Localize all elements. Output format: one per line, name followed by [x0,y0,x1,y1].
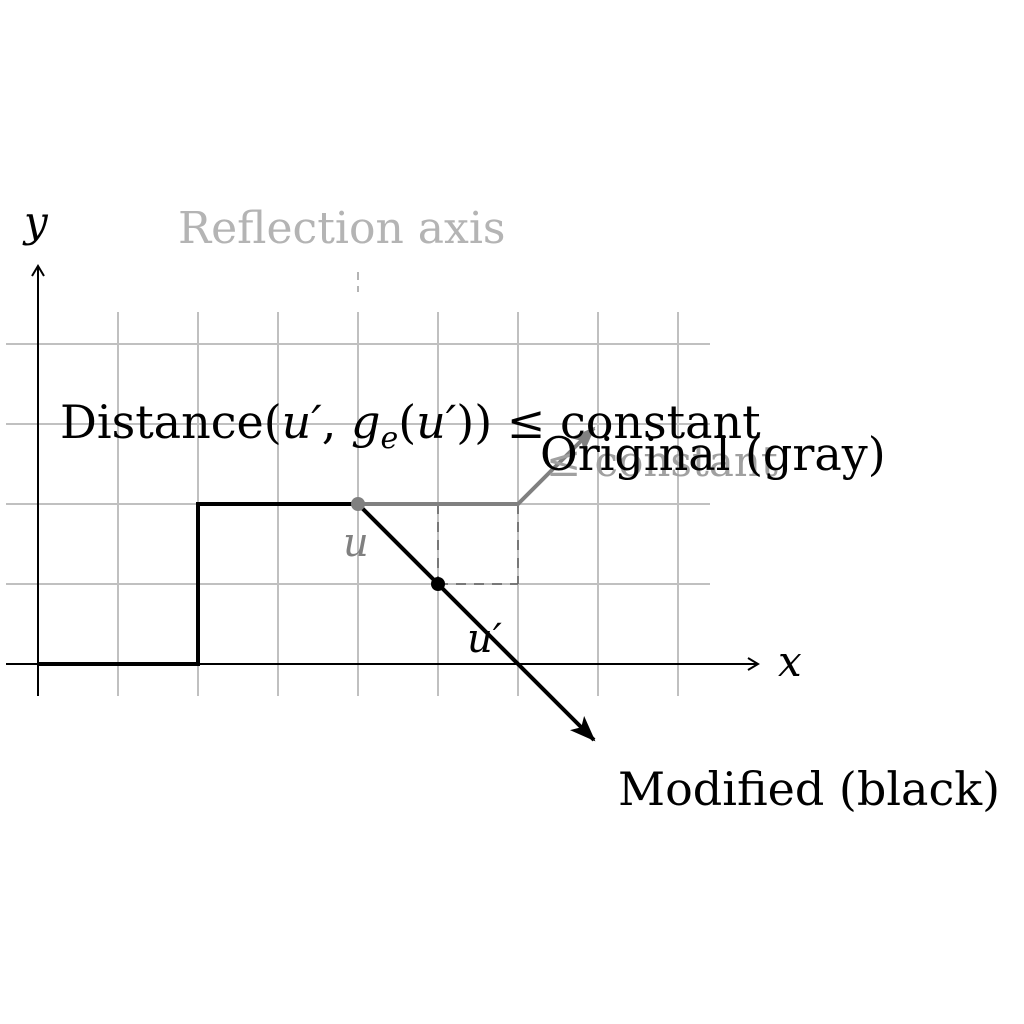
projection-box [437,504,519,585]
original-label: Original (gray) [540,427,886,481]
distance-close: )) [456,395,492,449]
distance-constant: constant [560,395,761,449]
distance-comma: , [322,395,351,449]
reflection-axis-label: Reflection axis [178,203,505,254]
distance-u-prime-2: u′ [416,395,457,449]
distance-formula: Distance(u′, ge(u′)) ≤ constant [60,395,761,456]
distance-open: ( [398,395,416,449]
point-u [351,497,365,511]
x-axis-label: x [778,637,802,686]
distance-leq: ≤ [492,395,560,449]
distance-u-prime: u′ [282,395,323,449]
point-u-prime [431,577,445,591]
distance-e: e [380,421,398,456]
distance-g: g [351,395,380,449]
point-u-label: u [343,520,369,566]
ghost-constant-label: ≤ constant [546,437,778,486]
distance-prefix: Distance( [60,395,282,449]
modified-path [356,502,596,742]
y-axis-label: y [22,197,49,246]
point-u-prime-label: u′ [467,616,502,662]
modified-label: Modified (black) [618,762,1000,816]
modified-step-path [38,502,358,666]
original-path [358,426,596,506]
